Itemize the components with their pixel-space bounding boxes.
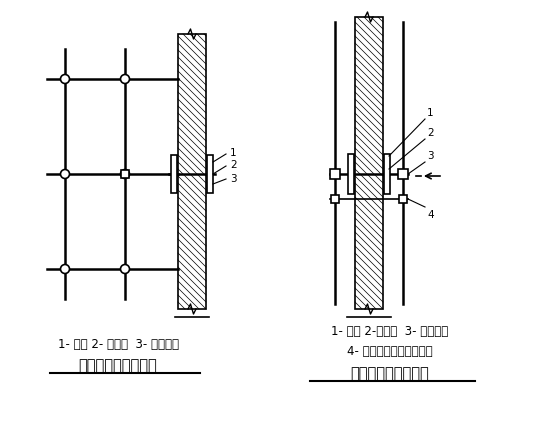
Bar: [384, 155, 390, 194]
Circle shape: [120, 170, 129, 179]
Bar: [355, 18, 383, 309]
Circle shape: [60, 265, 69, 274]
Circle shape: [120, 265, 129, 274]
Text: 2: 2: [427, 128, 433, 138]
Text: 4- 连向立柱或横向水平杆: 4- 连向立柱或横向水平杆: [347, 344, 433, 357]
Bar: [171, 156, 177, 194]
Text: 1- 垫木 2- 短钢管  3- 直角扣件: 1- 垫木 2- 短钢管 3- 直角扣件: [58, 337, 179, 350]
Text: 1: 1: [230, 147, 237, 158]
Bar: [207, 156, 213, 194]
Text: 门窗洞口处的连墙点: 门窗洞口处的连墙点: [351, 365, 430, 380]
Text: 3: 3: [230, 174, 237, 184]
Bar: [398, 169, 408, 180]
Bar: [121, 171, 129, 178]
Bar: [348, 155, 354, 194]
Circle shape: [120, 75, 129, 84]
Circle shape: [60, 75, 69, 84]
Bar: [178, 35, 206, 309]
Bar: [399, 196, 407, 203]
Text: 双排脚手架（平面）: 双排脚手架（平面）: [78, 357, 157, 372]
Text: 2: 2: [230, 160, 237, 169]
Circle shape: [60, 170, 69, 179]
Text: 1- 垫木 2-短钢管  3- 直角扣件: 1- 垫木 2-短钢管 3- 直角扣件: [332, 324, 449, 337]
Text: 4: 4: [427, 209, 433, 219]
Text: 1: 1: [427, 108, 433, 118]
Bar: [330, 169, 340, 180]
Text: 3: 3: [427, 150, 433, 161]
Bar: [331, 196, 339, 203]
